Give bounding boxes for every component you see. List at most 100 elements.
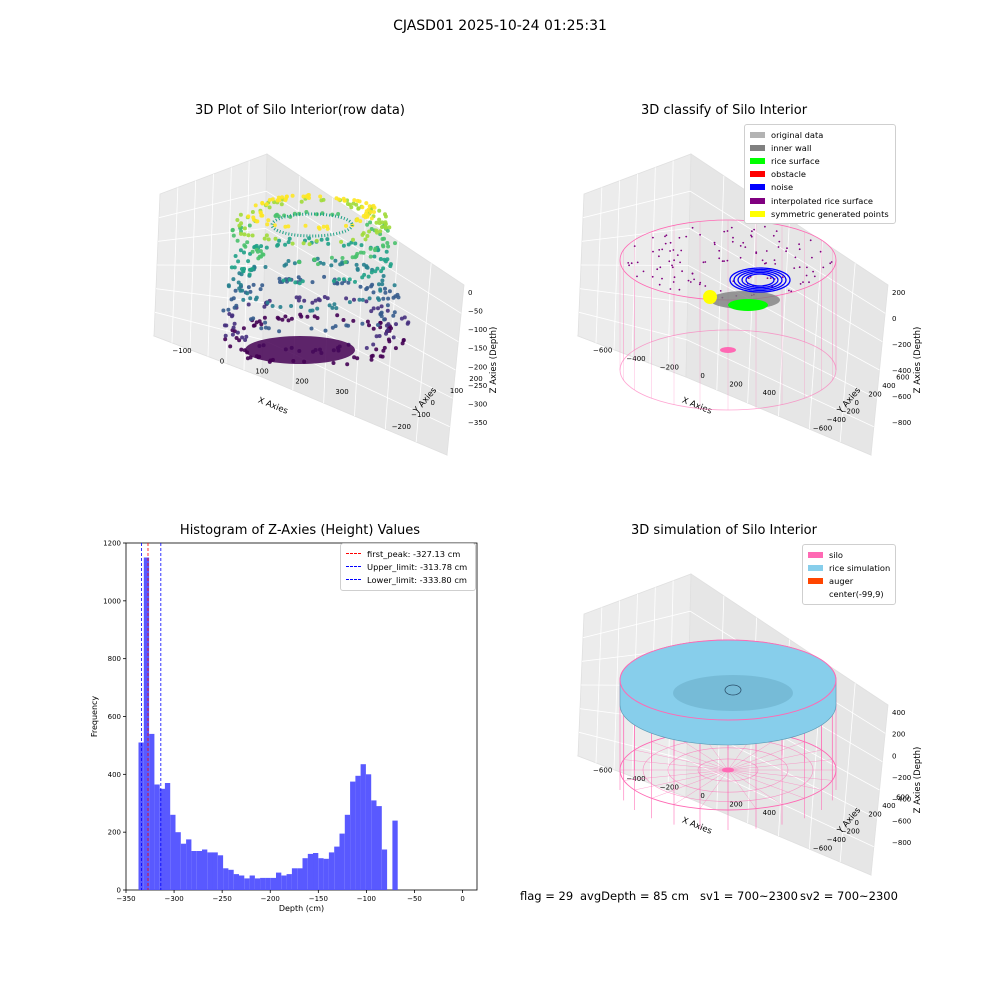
panel1-title: 3D Plot of Silo Interior(row data)	[195, 103, 405, 118]
scatter-point	[368, 246, 373, 251]
interpolated-point	[781, 276, 784, 278]
legend-label: first_peak: -327.13 cm	[367, 548, 461, 559]
scatter-point	[315, 256, 320, 261]
scatter-point	[300, 279, 305, 284]
scatter-point	[321, 197, 326, 202]
z-tick-label: 200	[892, 731, 905, 739]
interpolated-point	[769, 277, 772, 279]
scatter-point	[267, 205, 272, 210]
scatter-point	[383, 220, 388, 225]
legend-item-rice-simulation: rice simulation	[808, 561, 890, 574]
bottom-cluster	[245, 336, 355, 364]
scatter-point	[239, 272, 244, 277]
interpolated-point	[813, 275, 816, 278]
scatter-point	[270, 304, 275, 308]
scatter-point	[282, 213, 287, 218]
scatter-point	[273, 236, 278, 241]
scatter-point	[376, 306, 380, 311]
interpolated-point	[755, 251, 758, 254]
histogram-bar	[196, 851, 202, 890]
scatter-point	[255, 219, 260, 224]
scatter-point	[267, 198, 272, 202]
scatter-point	[378, 229, 383, 234]
scatter-point	[383, 259, 388, 264]
scatter-point	[388, 262, 393, 267]
scatter-point	[364, 201, 369, 206]
scatter-point	[331, 279, 336, 283]
interpolated-point	[788, 289, 790, 292]
scatter-point	[235, 330, 240, 335]
silo-floor-ring	[697, 758, 759, 782]
scatter-point	[341, 243, 346, 248]
interpolated-point	[691, 226, 694, 229]
swatch-center	[808, 591, 823, 597]
scatter-point	[280, 317, 285, 322]
scatter-point	[245, 291, 250, 296]
z-tick-label: −800	[892, 839, 911, 847]
scatter-point	[286, 240, 291, 245]
interpolated-point	[793, 267, 796, 269]
scatter-point	[367, 296, 372, 301]
scatter-point	[242, 232, 247, 237]
interpolated-point	[750, 235, 753, 238]
scatter-point	[367, 323, 371, 328]
scatter-point	[243, 338, 248, 342]
scatter-point	[393, 241, 397, 246]
scatter-point	[342, 198, 347, 203]
scatter-point	[368, 254, 373, 259]
scatter-point	[375, 266, 380, 271]
gridline	[157, 227, 459, 343]
silo-floor-spoke	[727, 741, 805, 771]
interpolated-point	[753, 228, 755, 231]
scatter-point	[386, 244, 391, 249]
x-tick-label: −200	[261, 895, 280, 903]
scatter-point	[369, 227, 374, 231]
legend-label: obstacle	[771, 169, 806, 180]
z-tick-label: −600	[892, 393, 911, 401]
interpolated-point	[672, 281, 675, 283]
scatter-point	[316, 225, 321, 230]
scatter-point	[337, 197, 341, 202]
scatter-point	[359, 243, 364, 248]
scatter-point	[316, 262, 320, 267]
interpolated-point	[799, 283, 802, 285]
x-tick-label: 100	[255, 368, 268, 376]
scatter-point	[386, 296, 391, 301]
scatter-point	[360, 275, 365, 280]
interpolated-point	[673, 259, 675, 262]
scatter-point	[298, 312, 303, 317]
footer-avg-depth: avgDepth = 85 cm	[580, 889, 689, 903]
histogram-bar	[217, 855, 224, 890]
scatter-point	[246, 302, 251, 307]
scatter-point	[266, 237, 271, 242]
z-tick-label: −300	[468, 400, 487, 408]
scatter-point	[365, 234, 370, 238]
histogram-bar	[254, 878, 261, 890]
interpolated-point	[658, 283, 661, 286]
scatter-point	[379, 225, 384, 230]
scatter-point	[391, 313, 396, 318]
interpolated-point	[812, 270, 814, 273]
interpolated-point	[723, 230, 726, 233]
scatter-point	[290, 241, 295, 246]
legend-label: original data	[771, 129, 824, 140]
panel4-3d-simulation: −600−400−2000200400−600−400−200020040060…	[576, 573, 923, 876]
silo-floor-spoke	[727, 769, 833, 781]
scatter-point	[364, 287, 369, 292]
scatter-point	[260, 201, 265, 206]
scatter-point	[242, 226, 247, 231]
interpolated-point	[680, 249, 683, 252]
histogram-bar	[154, 784, 160, 890]
x-tick-label: 0	[700, 792, 704, 800]
scatter-point	[264, 245, 269, 250]
scatter-point	[352, 297, 356, 302]
scatter-point	[234, 303, 239, 308]
histogram-bar	[334, 846, 340, 890]
legend-item-first-peak: first_peak: -327.13 cm	[346, 547, 470, 560]
scatter-point	[340, 256, 345, 260]
scatter-point	[261, 252, 266, 257]
scatter-point	[292, 261, 297, 266]
z-tick-label: −100	[468, 326, 487, 334]
scatter-point	[281, 278, 286, 283]
